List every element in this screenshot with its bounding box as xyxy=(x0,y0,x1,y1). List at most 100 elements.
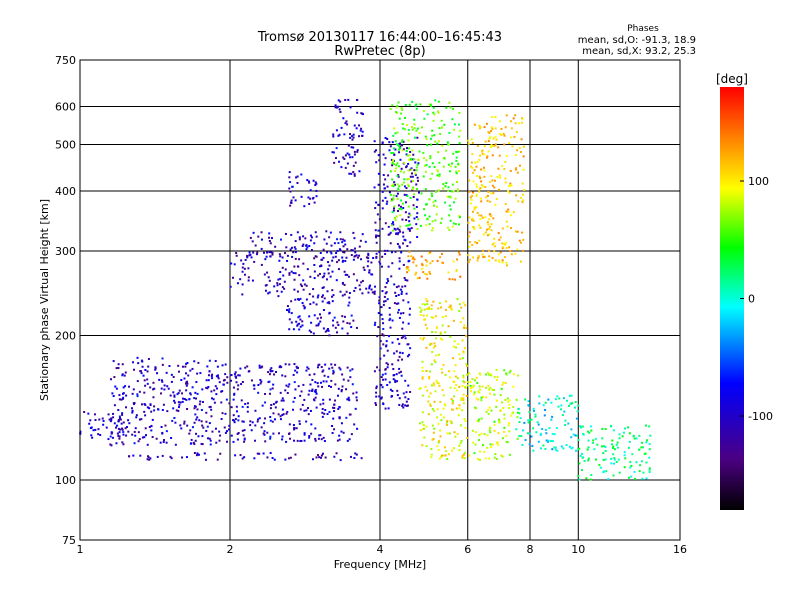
echo-point xyxy=(514,114,517,117)
echo-point xyxy=(238,374,241,377)
echo-point xyxy=(143,379,146,382)
echo-point xyxy=(429,392,432,395)
echo-point xyxy=(254,409,257,412)
echo-point xyxy=(465,334,468,337)
echo-point xyxy=(445,449,448,452)
echo-point xyxy=(507,185,510,188)
echo-point xyxy=(358,124,361,127)
echo-point xyxy=(353,289,356,292)
echo-point xyxy=(434,331,437,334)
echo-point xyxy=(321,300,324,303)
echo-point xyxy=(232,386,235,389)
echo-point xyxy=(246,256,249,259)
echo-point xyxy=(408,147,411,150)
echo-point xyxy=(361,292,364,295)
echo-point xyxy=(339,231,342,234)
echo-point xyxy=(483,175,486,178)
echo-point xyxy=(384,372,387,375)
echo-point xyxy=(479,197,482,200)
echo-point xyxy=(439,435,442,438)
echo-point xyxy=(415,107,418,110)
echo-point xyxy=(311,378,314,381)
echo-point xyxy=(498,120,501,123)
echo-point xyxy=(398,246,401,249)
echo-point xyxy=(338,160,341,163)
echo-point xyxy=(621,435,624,438)
echo-point xyxy=(269,242,272,245)
echo-point xyxy=(393,352,396,355)
echo-point xyxy=(560,408,563,411)
echo-point xyxy=(341,294,344,297)
echo-point xyxy=(332,151,335,154)
echo-point xyxy=(346,273,349,276)
echo-point xyxy=(344,243,347,246)
echo-point xyxy=(193,397,196,400)
echo-point xyxy=(237,431,240,434)
echo-point xyxy=(397,210,400,213)
echo-point xyxy=(271,420,274,423)
echo-point xyxy=(319,403,322,406)
echo-point xyxy=(292,251,295,254)
echo-point xyxy=(470,138,473,141)
echo-point xyxy=(230,374,233,377)
echo-point xyxy=(236,282,239,285)
echo-point xyxy=(346,332,349,335)
echo-point xyxy=(309,189,312,192)
echo-point xyxy=(574,406,577,409)
echo-point xyxy=(317,437,320,440)
echo-point xyxy=(404,278,407,281)
echo-point xyxy=(241,381,244,384)
echo-point xyxy=(434,345,437,348)
echo-point xyxy=(438,439,441,442)
echo-point xyxy=(590,473,593,476)
echo-point xyxy=(530,435,533,438)
echo-point xyxy=(336,261,339,264)
echo-point xyxy=(394,148,397,151)
echo-point xyxy=(251,240,254,243)
echo-point xyxy=(383,295,386,298)
echo-point xyxy=(232,414,235,417)
echo-point xyxy=(289,201,292,204)
echo-point xyxy=(351,383,354,386)
echo-point xyxy=(388,313,391,316)
echo-point xyxy=(312,179,315,182)
echo-point xyxy=(437,151,440,154)
echo-point xyxy=(542,444,545,447)
echo-point xyxy=(261,365,264,368)
echo-point xyxy=(411,100,414,103)
echo-point xyxy=(185,372,188,375)
echo-point xyxy=(294,388,297,391)
echo-point xyxy=(474,443,477,446)
echo-point xyxy=(645,441,648,444)
echo-point xyxy=(403,161,406,164)
echo-point xyxy=(149,404,152,407)
echo-point xyxy=(524,439,527,442)
echo-point xyxy=(118,394,121,397)
echo-point xyxy=(422,109,425,112)
echo-point xyxy=(426,327,429,330)
echo-point xyxy=(288,432,291,435)
echo-point xyxy=(303,306,306,309)
echo-point xyxy=(502,132,505,135)
echo-point xyxy=(288,383,291,386)
echo-point xyxy=(325,230,328,233)
echo-point xyxy=(402,171,405,174)
echo-point xyxy=(471,153,474,156)
echo-point xyxy=(484,185,487,188)
echo-point xyxy=(346,123,349,126)
echo-point xyxy=(428,103,431,106)
echo-point xyxy=(487,408,490,411)
echo-point xyxy=(337,259,340,262)
echo-point xyxy=(490,130,493,133)
echo-point xyxy=(362,266,365,269)
echo-point xyxy=(315,392,318,395)
echo-point xyxy=(438,161,441,164)
echo-point xyxy=(332,294,335,297)
echo-point xyxy=(388,149,391,152)
echo-point xyxy=(143,436,146,439)
echo-point xyxy=(307,367,310,370)
echo-point xyxy=(444,331,447,334)
echo-point xyxy=(491,184,494,187)
echo-point xyxy=(304,237,307,240)
echo-point xyxy=(398,403,401,406)
